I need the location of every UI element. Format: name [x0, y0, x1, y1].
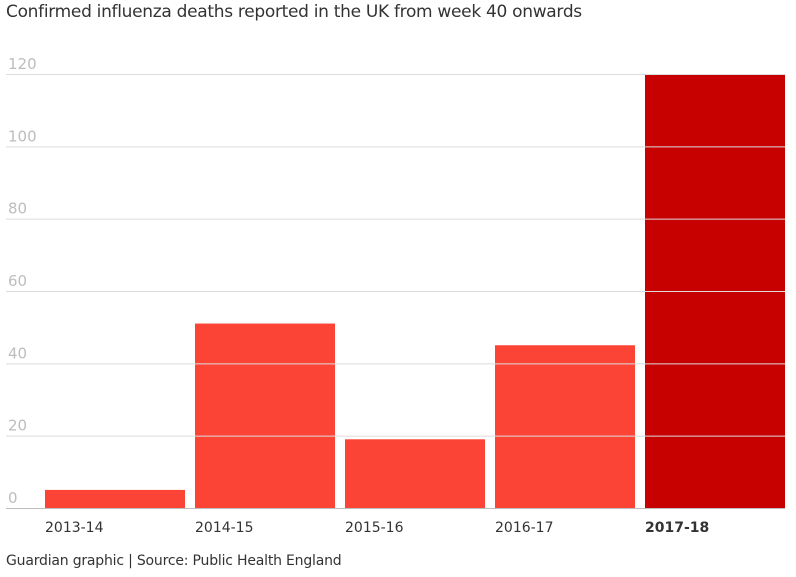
y-tick-label-60: 60	[8, 272, 27, 290]
y-tick-label-0: 0	[8, 489, 18, 507]
y-tick-label-100: 100	[8, 127, 37, 145]
x-tick-label-2016-17: 2016-17	[495, 520, 554, 536]
x-tick-label-2017-18: 2017-18	[645, 520, 709, 536]
x-tick-label-2013-14: 2013-14	[45, 520, 104, 536]
x-tick-label-2015-16: 2015-16	[345, 520, 404, 536]
bar-2015-16	[345, 439, 485, 508]
bar-2016-17	[495, 345, 635, 508]
y-tick-label-20: 20	[8, 417, 27, 435]
y-tick-label-80: 80	[8, 200, 27, 218]
x-tick-label-2014-15: 2014-15	[195, 520, 254, 536]
y-tick-label-40: 40	[8, 344, 27, 362]
y-tick-label-120: 120	[8, 55, 37, 73]
chart-title: Confirmed influenza deaths reported in t…	[6, 2, 582, 22]
source-note: Guardian graphic | Source: Public Health…	[6, 553, 342, 569]
bar-2014-15	[195, 323, 335, 508]
bar-2013-14	[45, 489, 185, 508]
